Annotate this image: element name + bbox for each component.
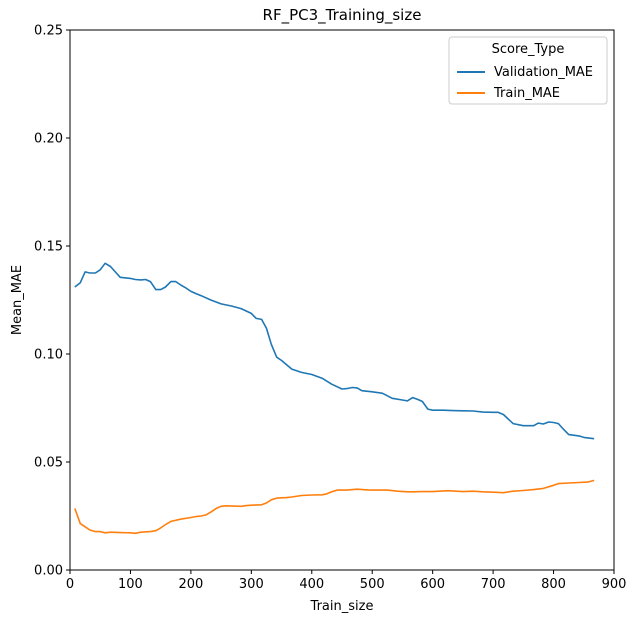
x-tick-label: 700 bbox=[481, 577, 506, 592]
y-tick-label: 0.15 bbox=[34, 240, 63, 255]
y-tick-label: 0.25 bbox=[34, 24, 63, 39]
legend-label-validation: Validation_MAE bbox=[494, 65, 593, 80]
legend-box bbox=[448, 36, 608, 105]
y-axis-label: Mean_MAE bbox=[10, 265, 25, 335]
chart-title: RF_PC3_Training_size bbox=[263, 6, 422, 25]
x-tick-label: 0 bbox=[66, 577, 74, 592]
y-tick-label: 0.10 bbox=[34, 348, 63, 363]
plot-frame bbox=[69, 29, 615, 571]
legend: Score_Type Validation_MAE Train_MAE bbox=[448, 36, 608, 105]
x-tick-label: 800 bbox=[541, 577, 566, 592]
x-tick-label: 500 bbox=[360, 577, 385, 592]
x-tick-label: 200 bbox=[178, 577, 203, 592]
x-tick-label: 900 bbox=[602, 577, 627, 592]
series-line-train-mae bbox=[74, 479, 595, 535]
x-tick-label: 100 bbox=[118, 577, 143, 592]
y-tick-label: 0.00 bbox=[34, 564, 63, 579]
series-layer bbox=[74, 262, 595, 535]
legend-title: Score_Type bbox=[492, 42, 565, 57]
x-tick-label: 300 bbox=[239, 577, 264, 592]
x-tick-label: 400 bbox=[299, 577, 324, 592]
x-axis-label: Train_size bbox=[310, 599, 374, 614]
series-line-validation-mae bbox=[74, 262, 595, 440]
axis-ticks: 0 100 200 300 400 500 600 700 800 900 0.00 0.05 0.10… bbox=[34, 24, 626, 593]
y-tick-label: 0.20 bbox=[34, 132, 63, 147]
x-tick-label: 600 bbox=[420, 577, 445, 592]
y-tick-label: 0.05 bbox=[34, 456, 63, 471]
legend-label-train: Train_MAE bbox=[493, 86, 560, 101]
